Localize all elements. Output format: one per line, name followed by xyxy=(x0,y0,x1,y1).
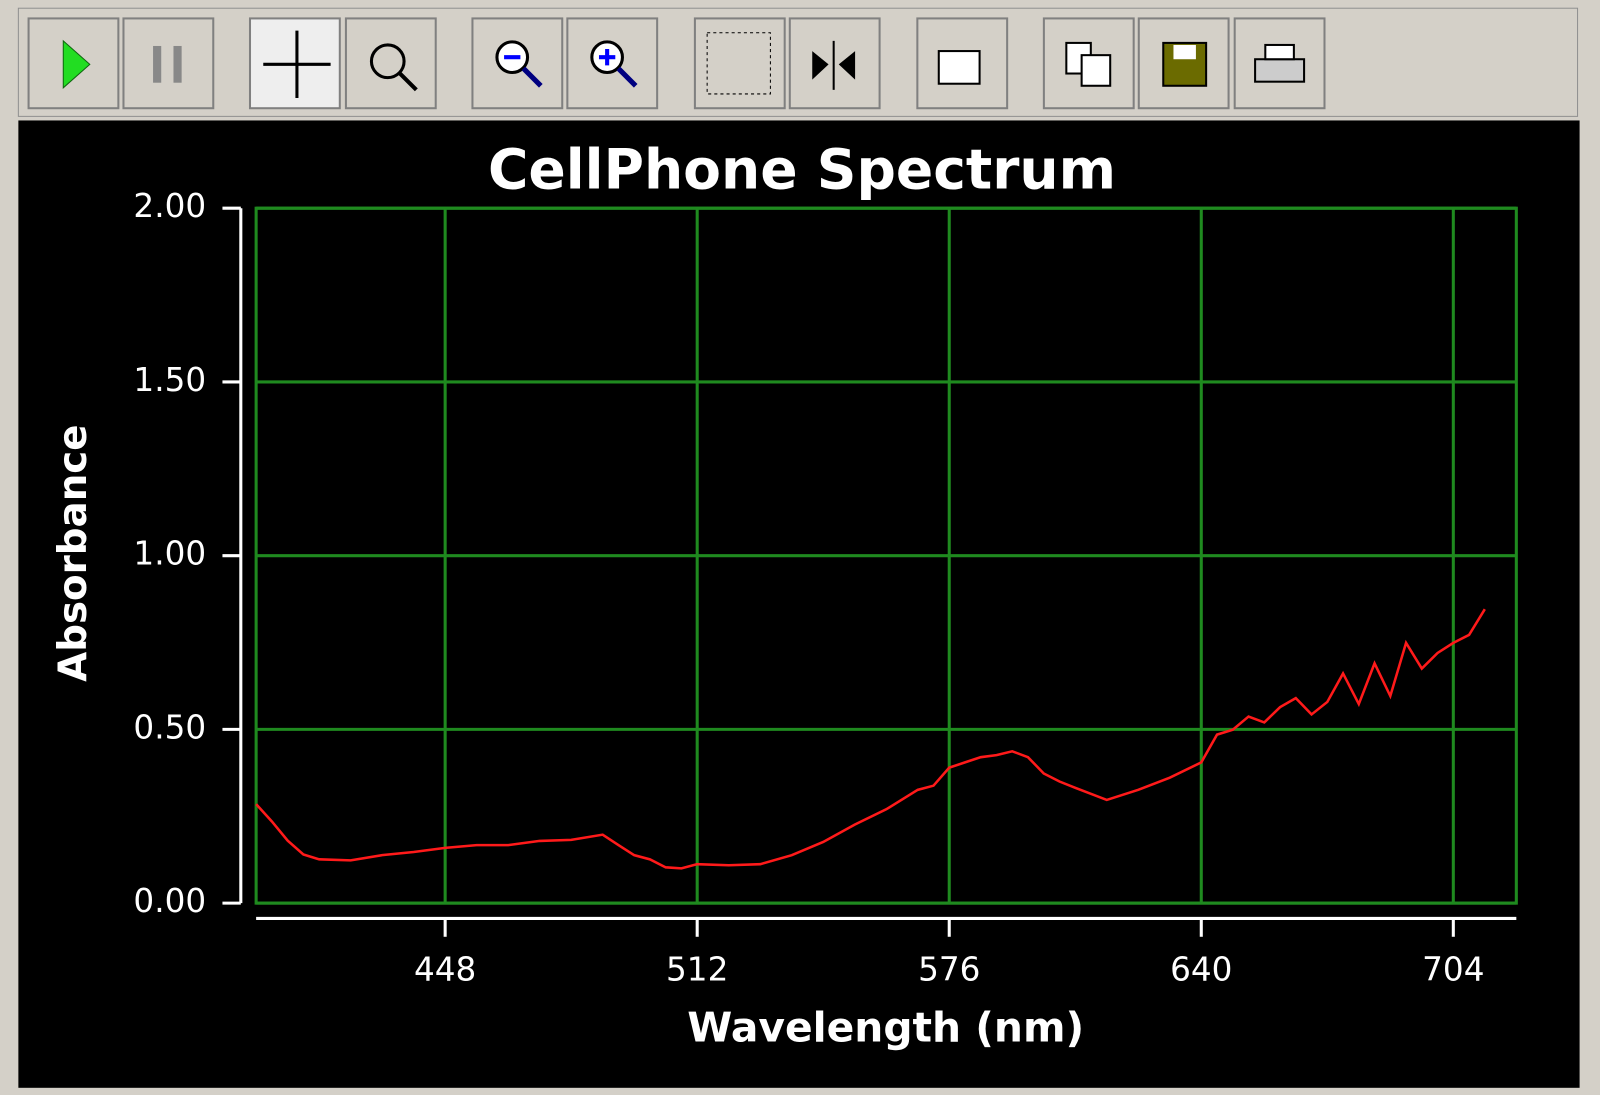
chart-panel xyxy=(18,120,1580,1088)
toolbar xyxy=(17,7,1579,117)
y-tick-label: 1.00 xyxy=(133,535,206,573)
chart-title: CellPhone Spectrum xyxy=(488,138,1116,202)
select-button[interactable] xyxy=(693,17,786,110)
y-axis-label: Absorbance xyxy=(51,424,96,681)
x-tick-label: 576 xyxy=(918,950,980,988)
cursor-button[interactable] xyxy=(788,17,881,110)
properties-button[interactable] xyxy=(916,17,1009,110)
x-tick-label: 512 xyxy=(666,950,728,988)
x-tick-label: 640 xyxy=(1170,950,1232,988)
pause-button[interactable] xyxy=(122,17,215,110)
x-tick-label: 704 xyxy=(1422,950,1484,988)
zoom-in-button[interactable] xyxy=(566,17,659,110)
pan-button[interactable] xyxy=(248,17,341,110)
x-axis-label: Wavelength (nm) xyxy=(687,1004,1084,1052)
play-button[interactable] xyxy=(27,17,120,110)
spectrum-line xyxy=(255,608,1486,870)
y-tick-label: 2.00 xyxy=(133,187,206,225)
copy-button[interactable] xyxy=(1042,17,1135,110)
zoom-region-button[interactable] xyxy=(344,17,437,110)
print-button[interactable] xyxy=(1233,17,1326,110)
y-tick-label: 0.50 xyxy=(133,708,206,746)
zoom-out-button[interactable] xyxy=(471,17,564,110)
x-tick-label: 448 xyxy=(414,950,476,988)
save-button[interactable] xyxy=(1137,17,1230,110)
y-tick-label: 1.50 xyxy=(133,361,206,399)
y-tick-label: 0.00 xyxy=(133,882,206,920)
